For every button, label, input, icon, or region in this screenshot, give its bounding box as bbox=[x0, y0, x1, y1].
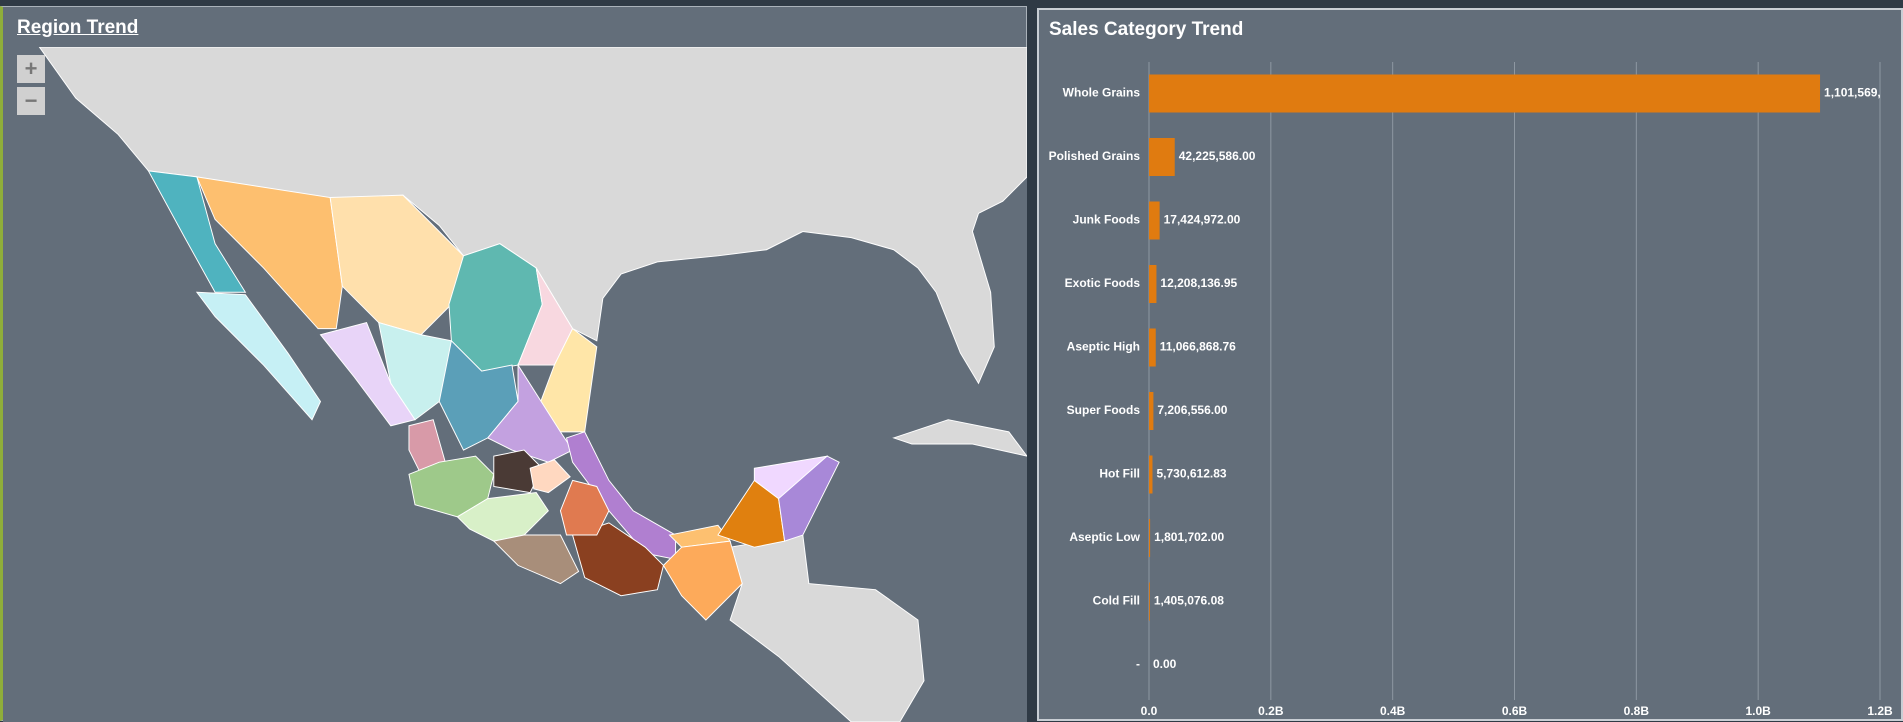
data-label: 0.00 bbox=[1153, 657, 1177, 671]
region[interactable] bbox=[492, 534, 580, 585]
y-tick-label: Whole Grains bbox=[1063, 86, 1141, 100]
data-label: 5,730,612.83 bbox=[1156, 467, 1226, 481]
cuba bbox=[892, 419, 1027, 457]
region[interactable] bbox=[329, 194, 465, 336]
bar bbox=[1149, 328, 1156, 367]
y-tick-label: Aseptic High bbox=[1067, 340, 1140, 354]
x-tick-label: 1.0B bbox=[1745, 704, 1771, 718]
data-label: 17,424,972.00 bbox=[1164, 213, 1241, 227]
bar bbox=[1149, 74, 1821, 113]
y-tick-label: Super Foods bbox=[1067, 403, 1141, 417]
region[interactable] bbox=[571, 522, 664, 597]
y-tick-label: - bbox=[1136, 657, 1140, 671]
bar bbox=[1149, 265, 1157, 303]
region[interactable] bbox=[195, 291, 322, 421]
data-label: 1,101,569, bbox=[1824, 86, 1881, 100]
region[interactable] bbox=[517, 267, 574, 366]
y-tick-label: Exotic Foods bbox=[1065, 276, 1141, 290]
region[interactable] bbox=[408, 455, 495, 518]
y-tick-label: Aseptic Low bbox=[1069, 530, 1140, 544]
panel-title: Region Trend bbox=[17, 17, 139, 38]
region[interactable] bbox=[559, 479, 610, 536]
data-label: 11,066,868.76 bbox=[1160, 340, 1236, 354]
y-tick-label: Junk Foods bbox=[1073, 213, 1141, 227]
data-label: 7,206,556.00 bbox=[1157, 403, 1227, 417]
data-label: 12,208,136.95 bbox=[1160, 276, 1237, 290]
y-tick-label: Hot Fill bbox=[1099, 467, 1140, 481]
bar bbox=[1149, 455, 1153, 494]
x-tick-label: 0.2B bbox=[1258, 704, 1284, 718]
x-tick-label: 0.4B bbox=[1380, 704, 1406, 718]
central-america bbox=[729, 534, 925, 722]
bar bbox=[1149, 201, 1160, 240]
x-tick-label: 0.8B bbox=[1624, 704, 1650, 718]
region[interactable] bbox=[662, 540, 743, 621]
y-tick-label: Cold Fill bbox=[1093, 594, 1140, 608]
zoom-out-button[interactable]: − bbox=[17, 87, 45, 115]
bar bbox=[1149, 582, 1150, 621]
bar bbox=[1149, 392, 1154, 430]
region[interactable] bbox=[778, 455, 840, 542]
region[interactable] bbox=[456, 492, 549, 542]
region[interactable] bbox=[529, 459, 571, 494]
zoom-in-button[interactable]: + bbox=[17, 55, 45, 83]
x-tick-label: 0.6B bbox=[1502, 704, 1528, 718]
map[interactable] bbox=[3, 47, 1027, 722]
data-label: 42,225,586.00 bbox=[1179, 149, 1256, 163]
map-panel: Region Trend + − bbox=[0, 6, 1027, 722]
bar bbox=[1149, 519, 1151, 557]
chart-title: Sales Category Trend bbox=[1049, 19, 1243, 40]
y-tick-label: Polished Grains bbox=[1049, 149, 1141, 163]
bar bbox=[1149, 138, 1175, 176]
data-label: 1,405,076.08 bbox=[1154, 594, 1224, 608]
x-tick-label: 1.2B bbox=[1867, 704, 1893, 718]
data-label: 1,801,702.00 bbox=[1154, 530, 1224, 544]
x-tick-label: 0.0 bbox=[1141, 704, 1158, 718]
